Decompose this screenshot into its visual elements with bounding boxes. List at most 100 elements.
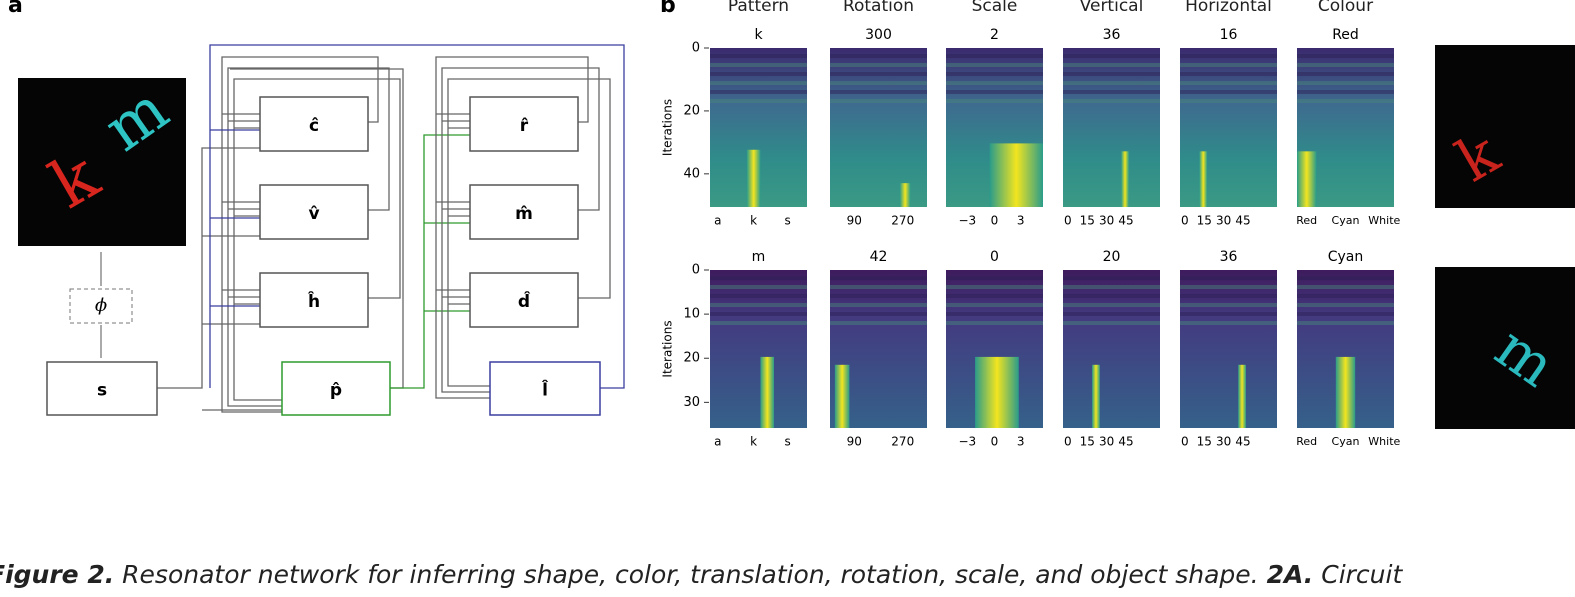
heatmap-band <box>710 81 807 85</box>
heatmap-band <box>1297 294 1394 298</box>
x-tick-label: 0 <box>991 435 999 449</box>
heatmap-band <box>830 81 927 85</box>
heatmap-band <box>830 90 927 94</box>
row-value: 36 <box>1103 27 1121 43</box>
x-tick-label: s <box>784 214 790 228</box>
x-tick-label: 270 <box>891 214 914 228</box>
heatmap-peak <box>1336 357 1355 428</box>
y-tick-label: 40 <box>683 166 700 181</box>
heatmap-band <box>710 294 807 298</box>
heatmap-band <box>830 285 927 289</box>
heatmap-band <box>946 63 1043 67</box>
heatmap-band <box>1180 63 1277 67</box>
x-tick-label: 0 <box>991 214 999 228</box>
column-header: Vertical <box>1080 0 1144 16</box>
heatmap-peak <box>1092 365 1100 428</box>
x-tick-label: 90 <box>847 435 862 449</box>
x-tick-label: 15 <box>1197 214 1212 228</box>
heatmap-band <box>1063 321 1160 325</box>
x-tick-label: White <box>1368 435 1400 448</box>
panel-label: a <box>8 0 23 18</box>
x-tick-label: Red <box>1296 435 1317 448</box>
y-tick-label: 0 <box>692 41 700 56</box>
heatmap-peak <box>900 183 911 207</box>
heatmap-band <box>1297 81 1394 85</box>
x-tick-label: k <box>750 214 757 228</box>
figure: a b k m ϕ sĉv̂ĥp̂r̂m̂d̂l̂ PatternRotatio… <box>0 0 1575 545</box>
row-value: k <box>754 27 763 43</box>
x-tick-label: a <box>714 214 721 228</box>
heatmap-band <box>1063 276 1160 280</box>
node-label: ĉ <box>309 116 319 136</box>
heatmap-band <box>710 72 807 76</box>
heatmap-band <box>1180 294 1277 298</box>
heatmap-band <box>1063 312 1160 316</box>
row-value: m <box>752 249 766 265</box>
x-tick-label: 45 <box>1235 214 1250 228</box>
heatmap-band <box>1180 90 1277 94</box>
heatmap-peak <box>975 357 1019 428</box>
heatmap <box>1180 270 1277 428</box>
x-tick-label: 30 <box>1216 214 1231 228</box>
heatmap-band <box>830 54 927 58</box>
caption-text: Resonator network for inferring shape, c… <box>114 560 1266 589</box>
x-tick-label: White <box>1368 214 1400 227</box>
x-tick-label: a <box>714 435 721 449</box>
page: a b k m ϕ sĉv̂ĥp̂r̂m̂d̂l̂ PatternRotatio… <box>0 0 1575 597</box>
node-label: m̂ <box>515 204 533 224</box>
heatmap-band <box>830 99 927 103</box>
heatmap-band <box>1063 63 1160 67</box>
heatmap-peak <box>835 365 850 428</box>
heatmap-band <box>946 312 1043 316</box>
heatmap-band <box>1180 285 1277 289</box>
heatmap-band <box>946 72 1043 76</box>
x-tick-label: Red <box>1296 214 1317 227</box>
x-tick-label: 15 <box>1080 214 1095 228</box>
heatmap-band <box>946 321 1043 325</box>
heatmap-band <box>946 285 1043 289</box>
heatmap-band <box>1180 81 1277 85</box>
panel-label: b <box>660 0 676 18</box>
heatmap-band <box>946 99 1043 103</box>
heatmap <box>1180 48 1277 207</box>
heatmap-band <box>710 99 807 103</box>
x-tick-label: −3 <box>958 214 976 228</box>
heatmap-peak <box>990 143 1043 207</box>
encoder-label: ϕ <box>95 295 107 316</box>
heatmap-band <box>946 303 1043 307</box>
y-tick-label: 10 <box>683 307 700 322</box>
row-value: 42 <box>870 249 888 265</box>
x-tick-label: 3 <box>1017 435 1025 449</box>
heatmap-band <box>1180 276 1277 280</box>
x-tick-label: 0 <box>1064 214 1072 228</box>
heatmap-band <box>946 81 1043 85</box>
axis-title: Iterations <box>661 99 675 156</box>
x-tick-label: 15 <box>1080 435 1095 449</box>
heatmap <box>1063 270 1160 428</box>
column-header: Rotation <box>843 0 914 16</box>
x-tick-label: 270 <box>891 435 914 449</box>
heatmap-band <box>1297 303 1394 307</box>
node-label: p̂ <box>330 381 342 401</box>
x-tick-label: 90 <box>847 214 862 228</box>
heatmap-band <box>1297 312 1394 316</box>
heatmap-peak <box>1199 151 1207 207</box>
caption-text: Circuit <box>1313 560 1402 589</box>
row-value: Red <box>1332 27 1359 43</box>
heatmap-band <box>1180 72 1277 76</box>
heatmap-band <box>946 294 1043 298</box>
heatmap-band <box>1180 312 1277 316</box>
caption: Figure 2. Resonator network for inferrin… <box>0 560 1402 589</box>
y-tick-label: 20 <box>683 103 700 118</box>
heatmap-peak <box>760 357 774 428</box>
row-value: 0 <box>990 249 999 265</box>
row-value: 16 <box>1220 27 1238 43</box>
x-tick-label: 30 <box>1099 214 1114 228</box>
row-value: Cyan <box>1328 249 1364 265</box>
x-tick-label: 15 <box>1197 435 1212 449</box>
heatmap-peak <box>1297 151 1316 207</box>
heatmap-band <box>1063 285 1160 289</box>
heatmap-band <box>1297 276 1394 280</box>
x-tick-label: s <box>784 435 790 449</box>
